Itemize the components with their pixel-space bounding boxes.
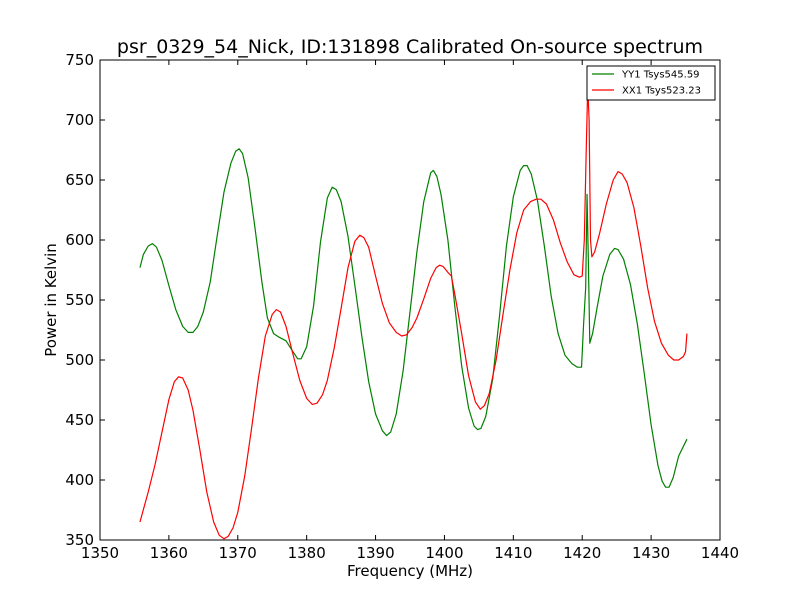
legend-label-1: XX1 Tsys523.23	[622, 86, 701, 97]
x-tick-label-4: 1390	[356, 544, 394, 562]
x-tick-label-6: 1410	[494, 544, 532, 562]
x-tick-label-0: 1350	[81, 544, 119, 562]
x-tick-label-9: 1440	[701, 544, 739, 562]
y-tick-label-2: 450	[65, 411, 94, 429]
y-tick-label-8: 750	[65, 51, 94, 69]
y-tick-label-0: 350	[65, 531, 94, 549]
series-line-1	[139, 85, 688, 540]
y-tick-label-4: 550	[65, 291, 94, 309]
x-tick-label-3: 1380	[288, 544, 326, 562]
chart-title: psr_0329_54_Nick, ID:131898 Calibrated O…	[117, 36, 703, 58]
series-layer	[139, 85, 688, 540]
y-tick-label-3: 500	[65, 351, 94, 369]
x-axis-label: Frequency (MHz)	[347, 562, 473, 580]
x-tick-label-5: 1400	[425, 544, 463, 562]
legend-label-0: YY1 Tsys545.59	[621, 70, 700, 81]
legend: YY1 Tsys545.59 XX1 Tsys523.23	[586, 65, 716, 101]
plot-area	[99, 59, 721, 541]
series-line-0	[139, 148, 688, 488]
x-tick-label-7: 1420	[563, 544, 601, 562]
y-axis-label: Power in Kelvin	[42, 243, 60, 357]
y-tick-label-7: 700	[65, 111, 94, 129]
y-tick-label-1: 400	[65, 471, 94, 489]
plot-background	[100, 60, 720, 540]
legend-entries: YY1 Tsys545.59 XX1 Tsys523.23	[592, 70, 701, 97]
y-tick-label-5: 600	[65, 231, 94, 249]
legend-box	[586, 65, 716, 101]
y-tick-label-6: 650	[65, 171, 94, 189]
x-tick-label-8: 1430	[632, 544, 670, 562]
x-tick-label-2: 1370	[219, 544, 257, 562]
y-axis: 350 400 450 500 550 600 650 700 750	[65, 51, 720, 549]
x-axis: 1350 1360 1370 1380 1390 1400 1410 1420 1430 1440	[81, 60, 739, 562]
x-tick-label-1: 1360	[150, 544, 188, 562]
